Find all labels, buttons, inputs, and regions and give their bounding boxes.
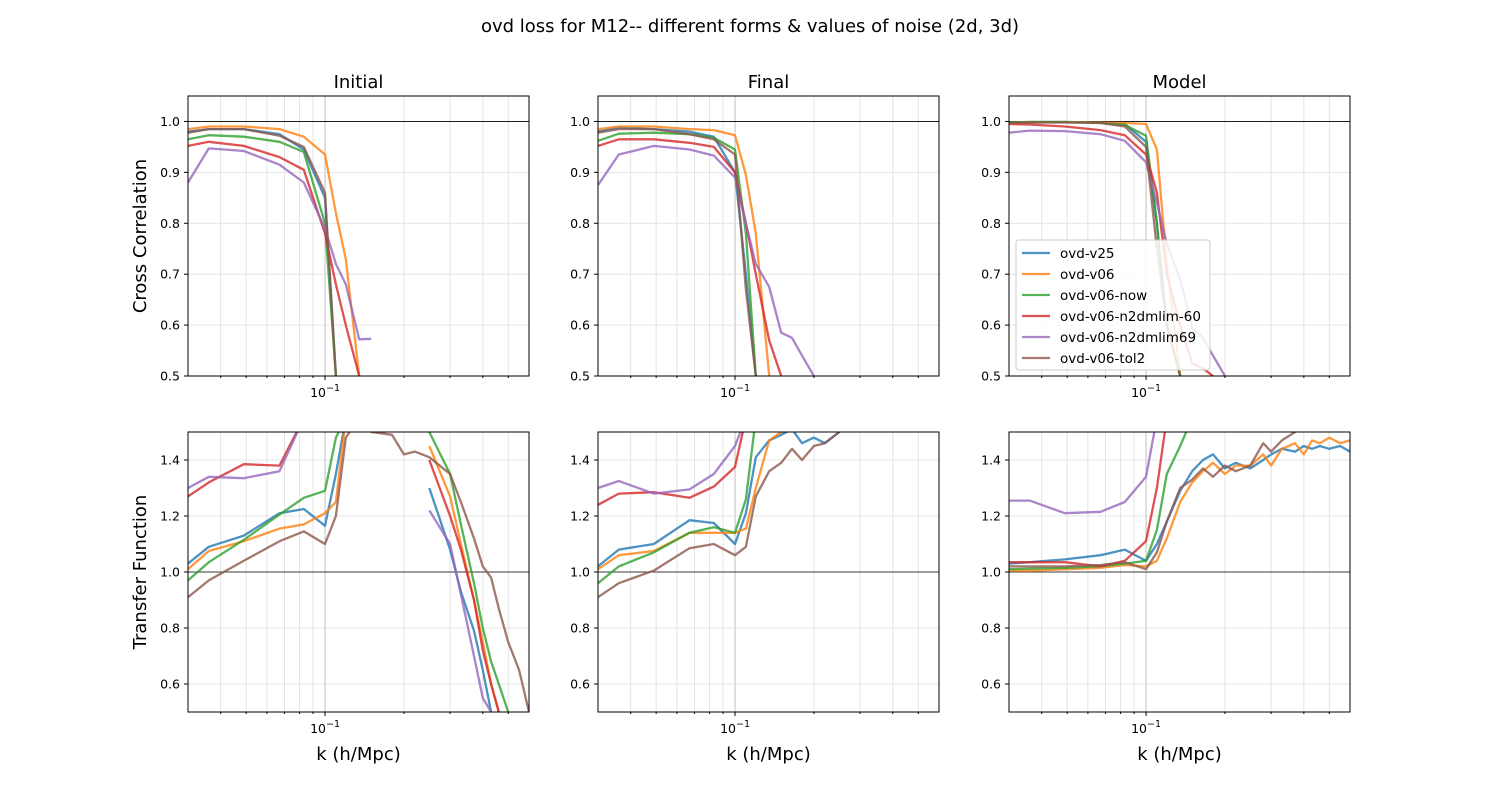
legend-label: ovd-v06-n2dmlim69 bbox=[1060, 330, 1196, 346]
y-tick-label: 1.2 bbox=[981, 509, 1001, 524]
series-line-ovd-v06-n2dmlim-60 bbox=[598, 138, 783, 376]
series-line-ovd-v06-tol2 bbox=[188, 127, 338, 376]
legend-label: ovd-v06 bbox=[1060, 267, 1115, 283]
y-tick-label: 1.4 bbox=[160, 453, 180, 468]
series-line-ovd-v06-tol2 bbox=[598, 127, 757, 376]
series-line-ovd-v25 bbox=[1009, 444, 1350, 565]
y-tick-label: 0.8 bbox=[981, 621, 1001, 636]
y-axis-label: Cross Correlation bbox=[130, 159, 151, 313]
x-axis-label: k (h/Mpc) bbox=[316, 744, 401, 765]
y-tick-label: 1.0 bbox=[160, 565, 180, 580]
y-tick-label: 1.0 bbox=[981, 114, 1001, 129]
y-tick-label: 1.4 bbox=[570, 453, 590, 468]
x-axis-label: k (h/Mpc) bbox=[1137, 744, 1222, 765]
y-tick-label: 0.5 bbox=[981, 369, 1001, 384]
series-line-ovd-v06-n2dmlim69 bbox=[598, 432, 742, 495]
y-tick-label: 0.7 bbox=[570, 267, 590, 282]
y-tick-label: 0.8 bbox=[981, 216, 1001, 231]
series-line-ovd-v06 bbox=[598, 125, 771, 376]
y-tick-label: 0.6 bbox=[981, 318, 1001, 333]
legend-box bbox=[1015, 239, 1211, 371]
panels-group: 0.5 0.6 0.7 0.8 0.9 1.0 10−1 Initial Cross Corre… bbox=[130, 72, 1351, 765]
y-tick-label: 0.5 bbox=[570, 369, 590, 384]
y-tick-label: 1.0 bbox=[570, 114, 590, 129]
grid bbox=[188, 96, 529, 376]
series-line-ovd-v25 bbox=[598, 432, 841, 568]
series-group bbox=[188, 125, 372, 376]
axes-frame bbox=[597, 95, 940, 377]
series-line-ovd-v06-now bbox=[188, 134, 338, 376]
series-line-ovd-v06-now bbox=[188, 432, 510, 712]
y-tick-label: 1.0 bbox=[570, 565, 590, 580]
y-tick-label: 0.6 bbox=[570, 677, 590, 692]
y-tick-label: 0.9 bbox=[981, 165, 1001, 180]
y-tick-label: 0.8 bbox=[570, 216, 590, 231]
series-line-ovd-v06-n2dmlim69 bbox=[1009, 432, 1156, 515]
panel-title: Model bbox=[1152, 72, 1206, 93]
panel-title: Final bbox=[748, 72, 789, 93]
series-line-ovd-v06-tol2 bbox=[1009, 432, 1297, 571]
series-line-ovd-v06-tol2 bbox=[598, 432, 841, 599]
axes-frame bbox=[1008, 95, 1351, 377]
series-group bbox=[598, 432, 841, 599]
x-tick-label: 10−1 bbox=[720, 719, 750, 736]
series-line-ovd-v06-n2dmlim69 bbox=[598, 144, 815, 376]
chart-panel-4: 0.6 0.8 1.0 1.2 1.4 10−1 k (h/Mpc) Transfer Fun… bbox=[130, 431, 530, 765]
y-tick-label: 0.8 bbox=[160, 216, 180, 231]
x-tick-label: 10−1 bbox=[310, 719, 340, 736]
y-tick-label: 0.7 bbox=[160, 267, 180, 282]
legend-label: ovd-v06-tol2 bbox=[1060, 351, 1145, 367]
panel-title: Initial bbox=[334, 72, 384, 93]
legend-label: ovd-v25 bbox=[1060, 246, 1115, 262]
series-line-ovd-v06-n2dmlim-60 bbox=[188, 432, 500, 712]
y-tick-label: 0.6 bbox=[570, 318, 590, 333]
y-tick-label: 0.6 bbox=[160, 677, 180, 692]
x-axis-label: k (h/Mpc) bbox=[726, 744, 811, 765]
y-tick-label: 0.6 bbox=[160, 318, 180, 333]
series-line-ovd-v06 bbox=[188, 125, 361, 376]
figure-title: ovd loss for M12-- different forms & val… bbox=[481, 16, 1019, 37]
y-tick-label: 1.4 bbox=[981, 453, 1001, 468]
axes-frame bbox=[187, 95, 530, 377]
chart-panel-5: 0.6 0.8 1.0 1.2 1.4 10−1 k (h/Mpc) bbox=[570, 431, 940, 765]
legend: ovd-v25 ovd-v06 ovd-v06-now ovd-v06-n2dmlim… bbox=[1015, 239, 1211, 371]
series-line-ovd-v06-n2dmlim-60 bbox=[598, 432, 744, 506]
y-tick-label: 0.9 bbox=[160, 165, 180, 180]
chart-panel-1: 0.5 0.6 0.7 0.8 0.9 1.0 10−1 Initial Cross Corre… bbox=[130, 72, 530, 400]
series-group bbox=[598, 125, 815, 376]
series-line-ovd-v06-n2dmlim-60 bbox=[188, 140, 361, 376]
legend-label: ovd-v06-now bbox=[1060, 288, 1147, 304]
y-tick-label: 1.0 bbox=[160, 114, 180, 129]
x-tick-label: 10−1 bbox=[720, 383, 750, 400]
series-line-ovd-v06-now bbox=[1009, 432, 1188, 571]
y-tick-label: 0.8 bbox=[160, 621, 180, 636]
chart-panel-3: 0.5 0.6 0.7 0.8 0.9 1.0 10−1 Model ovd-v25 ovd-v0… bbox=[981, 72, 1351, 400]
x-tick-label: 10−1 bbox=[310, 383, 340, 400]
series-line-ovd-v06-n2dmlim69 bbox=[188, 432, 493, 712]
chart-panel-2: 0.5 0.6 0.7 0.8 0.9 1.0 10−1 Final bbox=[570, 72, 940, 400]
x-tick-label: 10−1 bbox=[1131, 719, 1161, 736]
chart-panel-6: 0.6 0.8 1.0 1.2 1.4 10−1 k (h/Mpc) bbox=[981, 431, 1351, 765]
y-tick-label: 0.6 bbox=[981, 677, 1001, 692]
y-tick-label: 0.5 bbox=[160, 369, 180, 384]
y-axis-label: Transfer Function bbox=[130, 495, 151, 651]
y-tick-label: 1.0 bbox=[981, 565, 1001, 580]
series-line-ovd-v06 bbox=[598, 432, 782, 571]
y-tick-label: 0.7 bbox=[981, 267, 1001, 282]
series-line-ovd-v06-now bbox=[598, 432, 756, 585]
series-line-ovd-v06 bbox=[1009, 436, 1350, 572]
y-tick-label: 0.9 bbox=[570, 165, 590, 180]
y-tick-label: 1.2 bbox=[570, 509, 590, 524]
series-line-ovd-v06-tol2 bbox=[188, 432, 529, 712]
series-group bbox=[1009, 432, 1350, 572]
series-line-ovd-v06-n2dmlim69 bbox=[188, 147, 372, 341]
legend-label: ovd-v06-n2dmlim-60 bbox=[1060, 309, 1201, 325]
x-tick-label: 10−1 bbox=[1131, 383, 1161, 400]
y-tick-label: 0.8 bbox=[570, 621, 590, 636]
series-group bbox=[188, 432, 529, 712]
y-tick-label: 1.2 bbox=[160, 509, 180, 524]
